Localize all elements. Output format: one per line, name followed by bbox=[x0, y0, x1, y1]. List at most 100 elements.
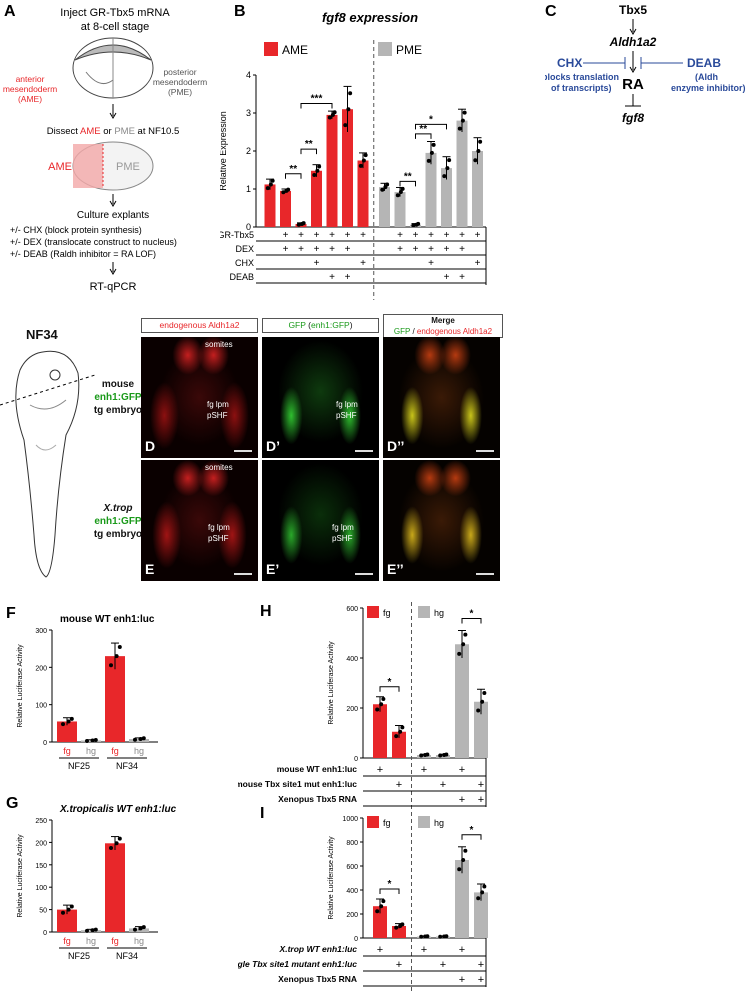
chart-b-sig-star: ** bbox=[419, 124, 427, 135]
chart-b-row-label: CHX bbox=[235, 258, 254, 268]
chart-b-cell: + bbox=[298, 230, 304, 241]
chart-b-pme-point bbox=[457, 126, 462, 131]
chartI-y-tick-label: 1000 bbox=[342, 816, 358, 823]
chart-b-pme-point bbox=[426, 158, 431, 163]
row1-construct: enh1:GFP bbox=[94, 392, 142, 403]
col-head-merge: Merge GFP / endogenous Aldh1a2 bbox=[383, 314, 503, 338]
chartI-y-label: Relative Luciferase Activity bbox=[328, 836, 335, 920]
chart-b-cell: + bbox=[397, 230, 403, 241]
col-merge-sub: GFP / endogenous Aldh1a2 bbox=[384, 326, 502, 337]
chartI-point bbox=[461, 858, 466, 862]
chart-b-ame-bar bbox=[280, 190, 291, 227]
chartI-point bbox=[482, 884, 487, 889]
letter-d-double-prime: D’’ bbox=[387, 438, 405, 454]
chartF-point bbox=[90, 738, 95, 743]
chart-b-cell: + bbox=[329, 244, 335, 255]
chart-b-sig-star: ** bbox=[305, 139, 313, 150]
chart-b-ame-bar bbox=[342, 109, 353, 227]
chartH-point bbox=[381, 697, 386, 701]
fgf8-node: fgf8 bbox=[622, 111, 644, 125]
chart-b-cell: + bbox=[397, 244, 403, 255]
chartH-cell: + bbox=[478, 779, 484, 791]
chartH-point bbox=[463, 632, 468, 637]
dissected-embryo bbox=[72, 141, 154, 191]
chartF-x-label: hg bbox=[86, 746, 96, 756]
chartI-point bbox=[379, 904, 384, 909]
chx-desc-1: (blocks translation bbox=[545, 72, 619, 82]
chartG-point bbox=[90, 928, 95, 933]
chartG-y-tick-label: 50 bbox=[39, 908, 47, 915]
chart-b-cell: + bbox=[329, 272, 335, 283]
chartH-point bbox=[438, 753, 443, 758]
chart-b-sig-bracket bbox=[300, 103, 333, 109]
panel-a-letter: A bbox=[4, 3, 16, 20]
chartH-point bbox=[461, 642, 466, 647]
chartH-letter: H bbox=[260, 603, 272, 620]
label-fglpm-dp: fg lpm bbox=[336, 400, 358, 409]
chart-b-ame-point bbox=[361, 158, 366, 163]
chart-b-y-label: Relative Expression bbox=[220, 111, 228, 191]
col-merge-sep: / bbox=[410, 327, 417, 336]
chartI-point bbox=[444, 934, 449, 939]
label-pshf-d: pSHF bbox=[207, 411, 228, 420]
chart-b-ame-point bbox=[286, 187, 291, 192]
chartH-cell: + bbox=[459, 794, 465, 806]
letter-e: E bbox=[145, 561, 155, 577]
chartI-point bbox=[457, 867, 462, 872]
chart-b-cell: + bbox=[345, 272, 351, 283]
image-d-double-prime bbox=[383, 337, 500, 458]
chartF-point bbox=[133, 737, 137, 742]
deab-label: DEAB bbox=[687, 56, 721, 70]
letter-d: D bbox=[145, 438, 156, 454]
chartF-group-label: NF34 bbox=[116, 761, 138, 771]
chart-b-ame-point bbox=[358, 163, 363, 168]
chartH-point bbox=[482, 691, 487, 695]
aldh1a2-node: Aldh1a2 bbox=[609, 35, 657, 49]
chart-b-title: fgf8 expression bbox=[322, 10, 418, 25]
chart-b-pme-bar bbox=[441, 168, 452, 227]
chart-b-cell: + bbox=[444, 272, 450, 283]
legend-ame-swatch bbox=[264, 42, 278, 56]
chart-b-pme-point bbox=[476, 149, 481, 153]
chartI-point bbox=[394, 925, 399, 930]
chartF-title: mouse WT enh1:luc bbox=[60, 614, 155, 625]
chartH-cell: + bbox=[377, 764, 383, 776]
chart-b-pme-bar bbox=[394, 192, 406, 227]
chart-b-cell: + bbox=[413, 244, 419, 255]
chartI-point bbox=[425, 934, 430, 939]
dissect-text: Dissect AME or PME at NF10.5 bbox=[47, 126, 180, 137]
chartH-point bbox=[379, 702, 384, 707]
chart-b-cell: + bbox=[475, 258, 481, 269]
chartI-bar bbox=[455, 860, 469, 938]
chart-b-ame-point bbox=[363, 153, 368, 158]
culture-text: Culture explants bbox=[77, 210, 149, 221]
chartH-legend-fg-swatch bbox=[367, 606, 379, 618]
chartF-y-tick-label: 300 bbox=[35, 628, 47, 635]
chartI-legend-hg-swatch bbox=[418, 816, 430, 828]
chart-b-pme-bar bbox=[425, 152, 437, 227]
chartG-point bbox=[114, 841, 119, 846]
chart-b-ame-point bbox=[327, 115, 332, 120]
chartH-point bbox=[400, 725, 405, 730]
chart-b-pme-bar bbox=[379, 187, 390, 227]
chartF-point bbox=[66, 719, 71, 724]
label-somites-d: somites bbox=[205, 340, 233, 349]
chartG-group-label: NF25 bbox=[68, 951, 90, 961]
chartI-row-label: X.trop single Tbx site1 mutant enh1:luc bbox=[238, 959, 357, 969]
pme-label: posterior bbox=[163, 67, 196, 77]
chartH-legend-hg-label: hg bbox=[434, 608, 444, 618]
tbx5-node: Tbx5 bbox=[619, 3, 647, 17]
chartI-bar bbox=[373, 906, 387, 938]
chartH-row-label: mouse WT enh1:luc bbox=[277, 764, 358, 774]
chartH-point bbox=[480, 699, 485, 704]
chartH-cell: + bbox=[478, 794, 484, 806]
chart-b-cell: + bbox=[444, 230, 450, 241]
chartI-legend-hg-label: hg bbox=[434, 818, 444, 828]
panel-c: C Tbx5 Aldh1a2 CHX (blocks translation o… bbox=[545, 3, 746, 125]
chartF-bar bbox=[129, 739, 149, 742]
chart-b-cell: + bbox=[298, 244, 304, 255]
chartH-point bbox=[375, 707, 380, 712]
chart-b-ame-point bbox=[270, 178, 275, 183]
chart-b-ame-point bbox=[296, 222, 301, 227]
chartH-point bbox=[425, 752, 430, 757]
